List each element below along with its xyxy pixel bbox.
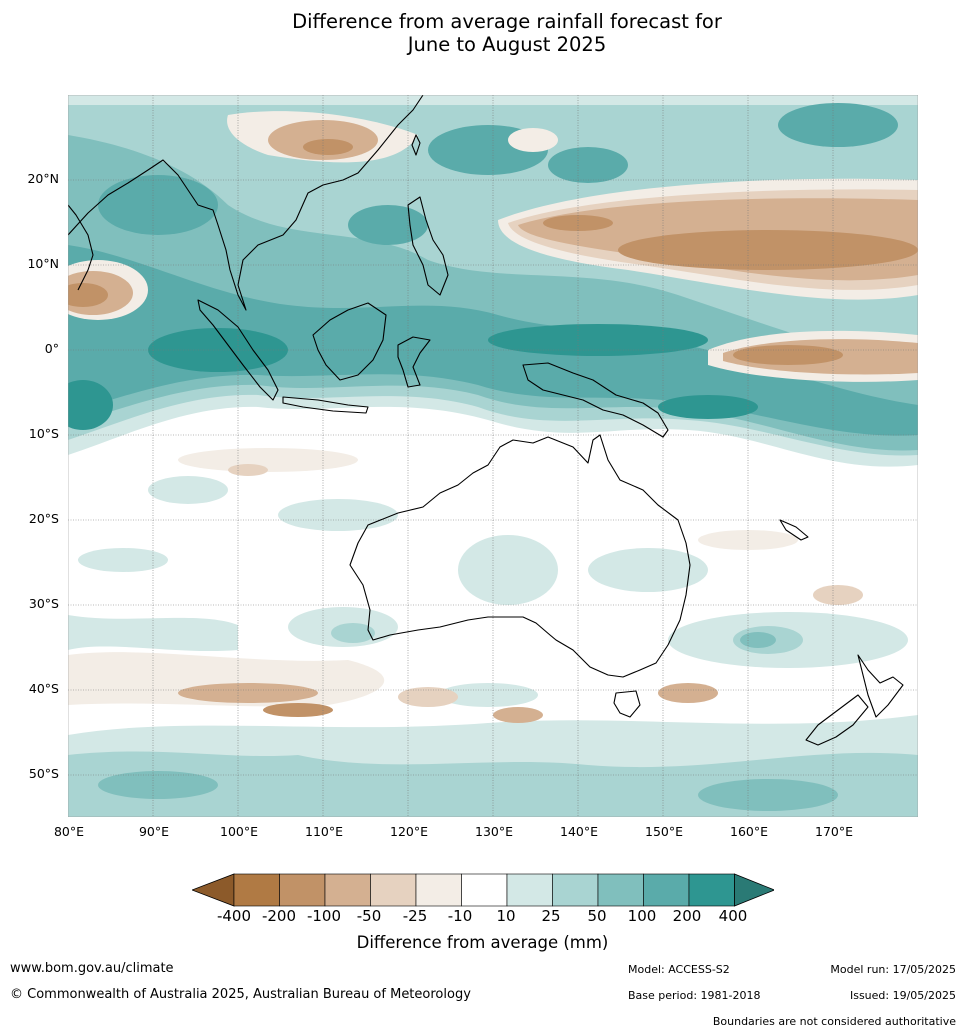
colorbar-segment bbox=[415, 873, 462, 907]
southern-dry-anomaly bbox=[68, 448, 863, 723]
footer-disclaimer: Boundaries are not considered authoritat… bbox=[712, 1015, 956, 1028]
lon-label-120e: 120°E bbox=[389, 824, 429, 839]
footer-issued: Issued: 19/05/2025 bbox=[849, 989, 956, 1002]
colorbar-tick: 10 bbox=[496, 907, 516, 925]
colorbar-label: Difference from average (mm) bbox=[356, 933, 609, 952]
asia-coastline bbox=[68, 95, 424, 311]
lon-label-80e: 80°E bbox=[53, 824, 85, 839]
map-canvas bbox=[68, 95, 918, 817]
lon-label-140e: 140°E bbox=[559, 824, 599, 839]
colorbar-tick: -10 bbox=[447, 907, 473, 925]
colorbar-segment bbox=[688, 873, 735, 907]
colorbar-tick: -50 bbox=[356, 907, 382, 925]
lon-label-110e: 110°E bbox=[304, 824, 344, 839]
colorbar-tick: -400 bbox=[216, 907, 252, 925]
tasmania-coastline bbox=[613, 690, 641, 718]
new-zealand-south-coastline bbox=[805, 694, 869, 746]
footer-copyright: © Commonwealth of Australia 2025, Austra… bbox=[10, 987, 471, 1002]
colorbar-segment bbox=[324, 873, 371, 907]
india-coastline bbox=[68, 204, 94, 291]
title-line-2: June to August 2025 bbox=[407, 33, 607, 56]
lon-label-130e: 130°E bbox=[474, 824, 514, 839]
colorbar bbox=[192, 873, 774, 907]
philippines-coastline bbox=[407, 196, 449, 296]
colorbar-extend-low bbox=[192, 873, 235, 907]
colorbar-segment bbox=[233, 873, 280, 907]
lat-label-30s: 30°S bbox=[28, 596, 59, 611]
new-zealand-north-coastline bbox=[857, 654, 904, 718]
lat-label-10n: 10°N bbox=[27, 256, 59, 271]
colorbar-tick: -25 bbox=[402, 907, 428, 925]
lon-label-160e: 160°E bbox=[729, 824, 769, 839]
colorbar-extend-high bbox=[734, 873, 774, 907]
lat-label-0: 0° bbox=[44, 341, 59, 356]
colorbar-segment bbox=[370, 873, 417, 907]
colorbar-segment bbox=[506, 873, 553, 907]
lat-label-50s: 50°S bbox=[28, 766, 59, 781]
title-line-1: Difference from average rainfall forecas… bbox=[292, 10, 722, 33]
colorbar-tick: 50 bbox=[587, 907, 607, 925]
colorbar-segment bbox=[279, 873, 326, 907]
footer-model-run: Model run: 17/05/2025 bbox=[830, 963, 956, 976]
lon-label-150e: 150°E bbox=[644, 824, 684, 839]
lat-label-10s: 10°S bbox=[28, 426, 59, 441]
chart-title: Difference from average rainfall forecas… bbox=[0, 10, 965, 56]
footer-model: Model: ACCESS-S2 bbox=[628, 963, 730, 976]
colorbar-segment bbox=[552, 873, 599, 907]
coastlines bbox=[68, 95, 904, 746]
footer-base-period: Base period: 1981-2018 bbox=[628, 989, 761, 1002]
colorbar-tick: 400 bbox=[718, 907, 748, 925]
australia-coastline bbox=[349, 434, 691, 678]
lon-label-170e: 170°E bbox=[814, 824, 854, 839]
colorbar-tick: -200 bbox=[261, 907, 297, 925]
colorbar-tick: 100 bbox=[627, 907, 657, 925]
taiwan-coastline bbox=[411, 134, 421, 156]
footer-url[interactable]: www.bom.gov.au/climate bbox=[10, 961, 174, 976]
lon-label-100e: 100°E bbox=[219, 824, 259, 839]
sumatra-coastline bbox=[197, 299, 279, 401]
colorbar-tick: 25 bbox=[541, 907, 561, 925]
new-caledonia-coastline bbox=[779, 519, 809, 541]
colorbar-tick: 200 bbox=[672, 907, 702, 925]
new-guinea-coastline bbox=[522, 362, 669, 438]
graticule bbox=[68, 95, 918, 817]
colorbar-segment bbox=[461, 873, 508, 907]
java-coastline bbox=[282, 396, 369, 414]
lat-label-20s: 20°S bbox=[28, 511, 59, 526]
lat-label-40s: 40°S bbox=[28, 681, 59, 696]
rainfall-map bbox=[68, 95, 918, 817]
borneo-coastline bbox=[312, 302, 387, 381]
lat-label-20n: 20°N bbox=[27, 171, 59, 186]
colorbar-segment bbox=[597, 873, 644, 907]
colorbar-segment bbox=[643, 873, 690, 907]
colorbar-tick: -100 bbox=[306, 907, 342, 925]
lon-label-90e: 90°E bbox=[138, 824, 170, 839]
sulawesi-coastline bbox=[397, 336, 431, 388]
